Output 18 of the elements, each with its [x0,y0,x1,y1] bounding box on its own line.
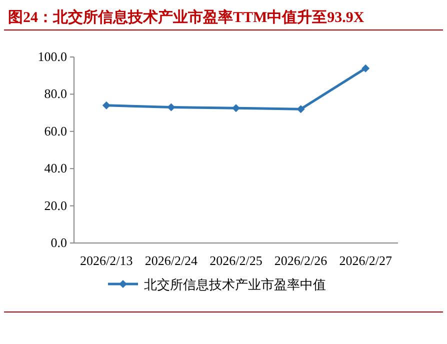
point [296,105,305,114]
y-tick-label: 100.0 [38,49,67,64]
x-tick-label: 2026/2/24 [144,253,198,268]
point [232,104,240,112]
x-tick-label: 2026/2/25 [210,253,262,268]
y-tick-label: 80.0 [44,86,67,102]
x-tick-label: 2026/2/26 [274,253,328,268]
point [362,64,370,72]
y-tick-label: 20.0 [44,198,67,213]
x-tick-label: 2026/2/27 [339,253,392,268]
y-tick-label: 0.0 [50,235,67,250]
y-tick-label: 60.0 [44,123,67,138]
point [167,103,176,112]
x-tick-label: 2026/2/13 [80,253,133,268]
y-tick-label: 40.0 [44,160,67,176]
chart-title: 图24：北交所信息技术产业市盈率TTM中值升至93.9X [8,8,364,26]
point [102,101,110,110]
legend-label: 北交所信息技术产业市盈率中值 [144,277,326,292]
